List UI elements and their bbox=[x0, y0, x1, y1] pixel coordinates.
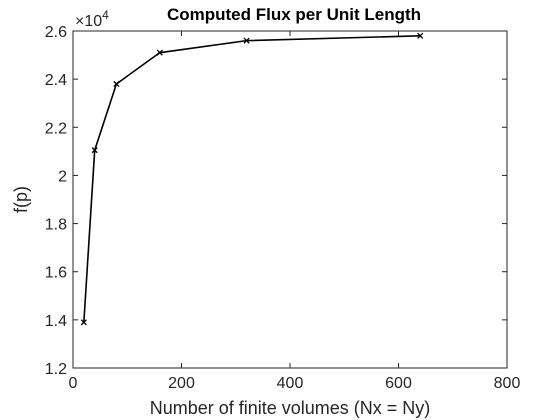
data-point-marker bbox=[243, 37, 250, 44]
y-multiplier-exponent: 4 bbox=[102, 8, 109, 22]
x-tick-label: 200 bbox=[168, 375, 195, 392]
x-axis-label: Number of finite volumes (Nx = Ny) bbox=[150, 398, 431, 418]
x-tick-label: 800 bbox=[494, 375, 521, 392]
data-point-marker bbox=[156, 49, 163, 56]
plot-area bbox=[72, 30, 508, 369]
y-axis-label: f(p) bbox=[11, 186, 31, 213]
x-tick-label: 600 bbox=[385, 375, 412, 392]
y-tick-label: 1.2 bbox=[45, 361, 67, 378]
data-point-marker bbox=[417, 32, 424, 39]
series-line bbox=[83, 35, 421, 323]
chart-title: Computed Flux per Unit Length bbox=[167, 5, 421, 24]
data-point-marker bbox=[113, 80, 120, 88]
y-tick-label: 2 bbox=[58, 168, 67, 185]
series-layer bbox=[80, 32, 424, 326]
y-multiplier-base: ×10 bbox=[75, 13, 102, 30]
y-tick-label: 2.6 bbox=[45, 24, 67, 41]
data-point-marker bbox=[91, 147, 98, 154]
y-tick-label: 1.4 bbox=[45, 313, 67, 330]
y-tick-label: 2.4 bbox=[45, 72, 67, 89]
y-tick-label: 1.8 bbox=[45, 217, 67, 234]
ticks-layer: 0 200 400 600 800 1.2 1.4 1.6 1.8 2 2.2 2.4 2.6 bbox=[45, 24, 521, 392]
x-tick-label: 0 bbox=[69, 375, 78, 392]
y-tick-label: 2.2 bbox=[45, 120, 67, 137]
y-tick-label: 1.6 bbox=[45, 265, 67, 282]
data-point-marker bbox=[80, 319, 87, 326]
x-tick-label: 400 bbox=[277, 375, 304, 392]
y-axis-multiplier: ×104 bbox=[75, 8, 109, 30]
